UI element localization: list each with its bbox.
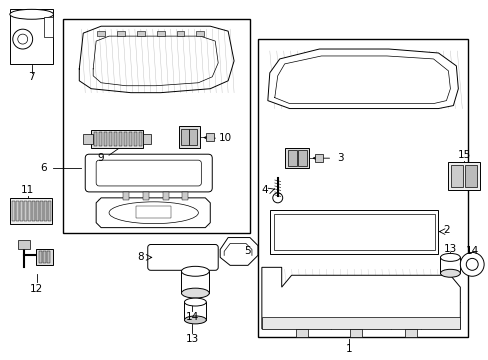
Bar <box>18 239 30 249</box>
Text: 3: 3 <box>337 153 343 163</box>
Bar <box>134 132 137 146</box>
Bar <box>46 251 49 264</box>
Bar <box>97 31 105 36</box>
Text: 8: 8 <box>137 252 143 262</box>
Bar <box>156 31 164 36</box>
Bar <box>123 132 127 146</box>
Bar <box>43 201 46 221</box>
Text: 14: 14 <box>185 312 199 322</box>
Bar <box>284 148 309 168</box>
Bar <box>32 201 35 221</box>
Ellipse shape <box>184 316 206 324</box>
Bar <box>94 132 97 146</box>
Polygon shape <box>220 238 257 265</box>
Text: 4: 4 <box>261 185 267 195</box>
Bar <box>178 126 200 148</box>
Bar <box>196 31 204 36</box>
Bar <box>189 129 197 145</box>
FancyBboxPatch shape <box>147 244 218 270</box>
Bar <box>262 317 459 329</box>
Text: 15: 15 <box>457 150 470 160</box>
Bar <box>28 201 31 221</box>
Bar <box>40 201 42 221</box>
Bar <box>295 329 307 337</box>
Bar <box>20 201 22 221</box>
Bar <box>139 132 142 146</box>
Bar <box>269 210 438 255</box>
Bar <box>104 132 107 146</box>
Polygon shape <box>96 198 210 228</box>
Bar <box>447 162 479 190</box>
Bar <box>109 132 112 146</box>
Text: 9: 9 <box>98 153 104 163</box>
Bar <box>36 201 39 221</box>
Bar <box>47 201 50 221</box>
Bar <box>24 201 27 221</box>
Bar <box>273 214 434 251</box>
Bar <box>257 39 468 337</box>
Text: 10: 10 <box>218 133 231 143</box>
Bar <box>42 251 45 264</box>
Text: 6: 6 <box>40 163 47 173</box>
Bar <box>39 251 41 264</box>
Ellipse shape <box>10 9 53 19</box>
Bar <box>91 130 142 148</box>
Bar <box>287 150 296 166</box>
Ellipse shape <box>440 269 459 277</box>
Ellipse shape <box>181 266 209 276</box>
Bar <box>117 31 124 36</box>
Text: 13: 13 <box>443 244 456 255</box>
Bar <box>176 31 184 36</box>
Bar <box>129 132 132 146</box>
Text: 11: 11 <box>21 185 34 195</box>
Bar <box>297 150 306 166</box>
Bar <box>349 329 361 337</box>
Ellipse shape <box>440 253 459 261</box>
Bar <box>142 192 148 200</box>
Bar <box>99 132 102 146</box>
Polygon shape <box>267 49 457 109</box>
Bar <box>10 9 53 64</box>
Text: 2: 2 <box>443 225 449 235</box>
Bar <box>181 129 189 145</box>
Bar <box>136 206 170 218</box>
Bar <box>137 31 144 36</box>
Bar <box>404 329 416 337</box>
Bar <box>36 249 53 265</box>
Bar <box>163 192 168 200</box>
Text: 1: 1 <box>345 344 352 354</box>
Bar <box>315 154 323 162</box>
Circle shape <box>13 29 33 49</box>
Bar <box>63 19 249 233</box>
Text: 13: 13 <box>185 334 199 344</box>
Bar <box>182 192 188 200</box>
Bar <box>464 165 476 187</box>
Bar <box>142 134 150 144</box>
Ellipse shape <box>181 288 209 298</box>
Bar <box>83 134 93 144</box>
Bar <box>450 165 462 187</box>
Circle shape <box>459 252 483 276</box>
Text: 5: 5 <box>244 247 251 256</box>
Bar <box>16 201 19 221</box>
Bar <box>122 192 129 200</box>
Bar <box>206 133 214 141</box>
Text: 14: 14 <box>465 247 478 256</box>
Bar <box>43 17 53 37</box>
Text: 7: 7 <box>28 72 35 82</box>
Bar <box>10 198 51 224</box>
Bar <box>12 201 15 221</box>
Polygon shape <box>262 267 459 329</box>
Ellipse shape <box>184 298 206 306</box>
Text: 12: 12 <box>30 284 43 294</box>
Bar <box>114 132 117 146</box>
Bar <box>119 132 122 146</box>
